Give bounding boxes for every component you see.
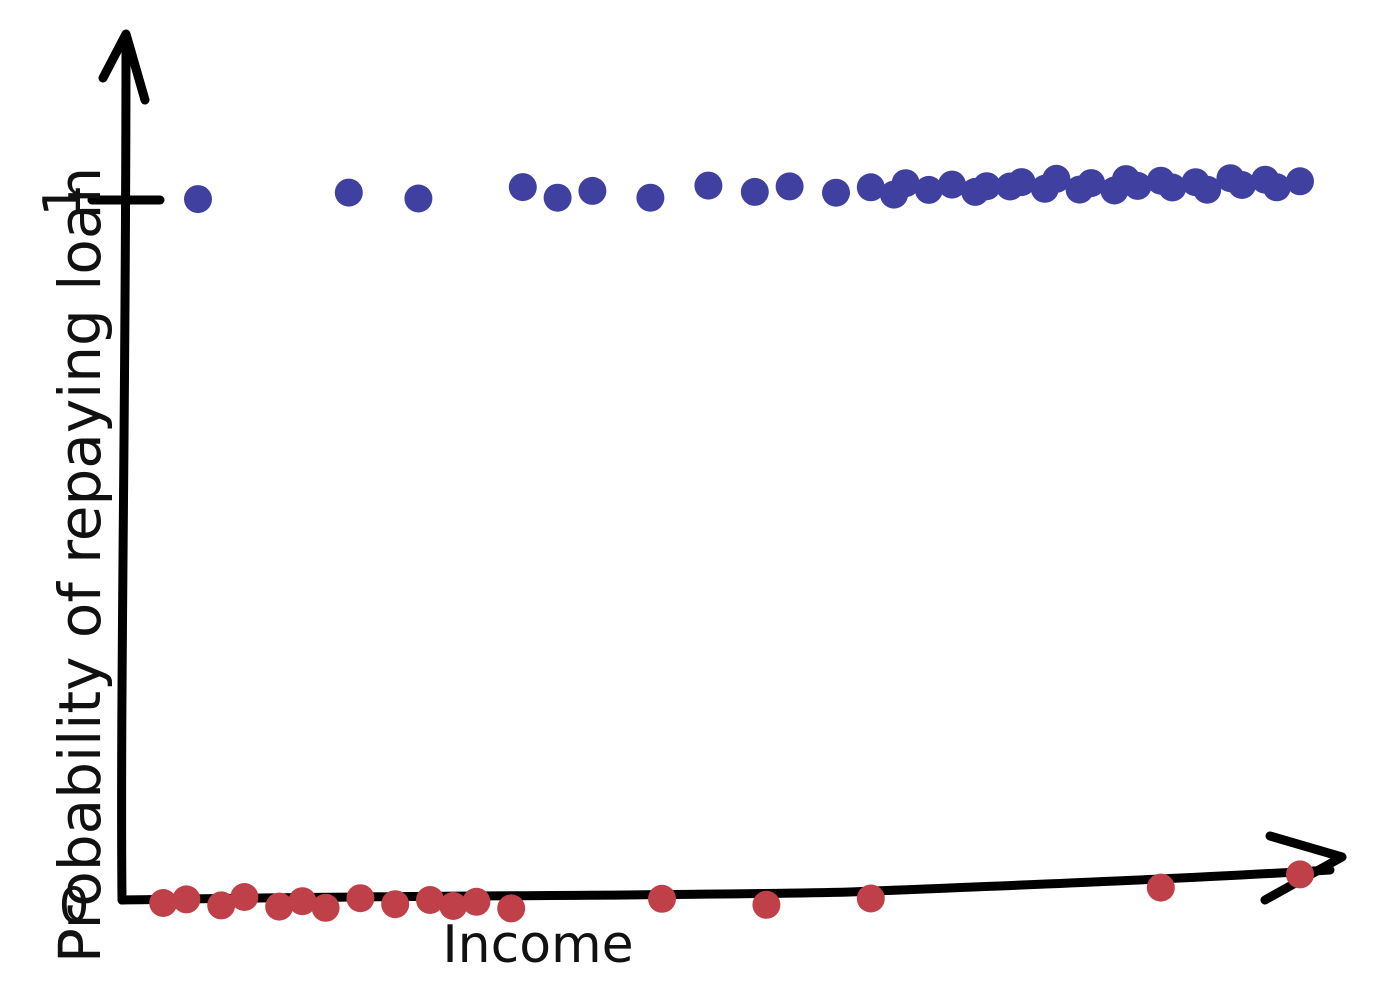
- data-point-not-repaid: [230, 883, 258, 911]
- data-points: [149, 164, 1314, 922]
- data-point-repaid: [915, 176, 943, 204]
- data-point-not-repaid: [857, 885, 885, 913]
- data-point-repaid: [1228, 171, 1256, 199]
- data-point-repaid: [636, 184, 664, 212]
- data-point-not-repaid: [1286, 860, 1314, 888]
- data-point-repaid: [404, 185, 432, 213]
- data-point-not-repaid: [312, 894, 340, 922]
- y-axis-label: Probability of repaying loan: [46, 167, 114, 963]
- data-point-not-repaid: [1147, 874, 1175, 902]
- data-point-repaid: [1286, 167, 1314, 195]
- data-point-not-repaid: [439, 892, 467, 920]
- x-axis-label: Income: [442, 915, 633, 975]
- data-point-not-repaid: [752, 891, 780, 919]
- data-point-not-repaid: [648, 885, 676, 913]
- data-point-not-repaid: [497, 894, 525, 922]
- data-point-not-repaid: [381, 890, 409, 918]
- data-point-repaid: [184, 185, 212, 213]
- data-point-repaid: [776, 172, 804, 200]
- data-point-not-repaid: [265, 893, 293, 921]
- y-axis: [122, 38, 126, 900]
- data-point-repaid: [509, 173, 537, 201]
- data-point-repaid: [1158, 174, 1186, 202]
- data-point-repaid: [544, 184, 572, 212]
- data-point-repaid: [694, 172, 722, 200]
- data-point-repaid: [335, 179, 363, 207]
- data-point-repaid: [741, 178, 769, 206]
- data-point-not-repaid: [172, 885, 200, 913]
- data-point-not-repaid: [346, 884, 374, 912]
- data-point-repaid: [822, 179, 850, 207]
- data-point-repaid: [1124, 172, 1152, 200]
- data-point-not-repaid: [462, 888, 490, 916]
- data-point-repaid: [578, 177, 606, 205]
